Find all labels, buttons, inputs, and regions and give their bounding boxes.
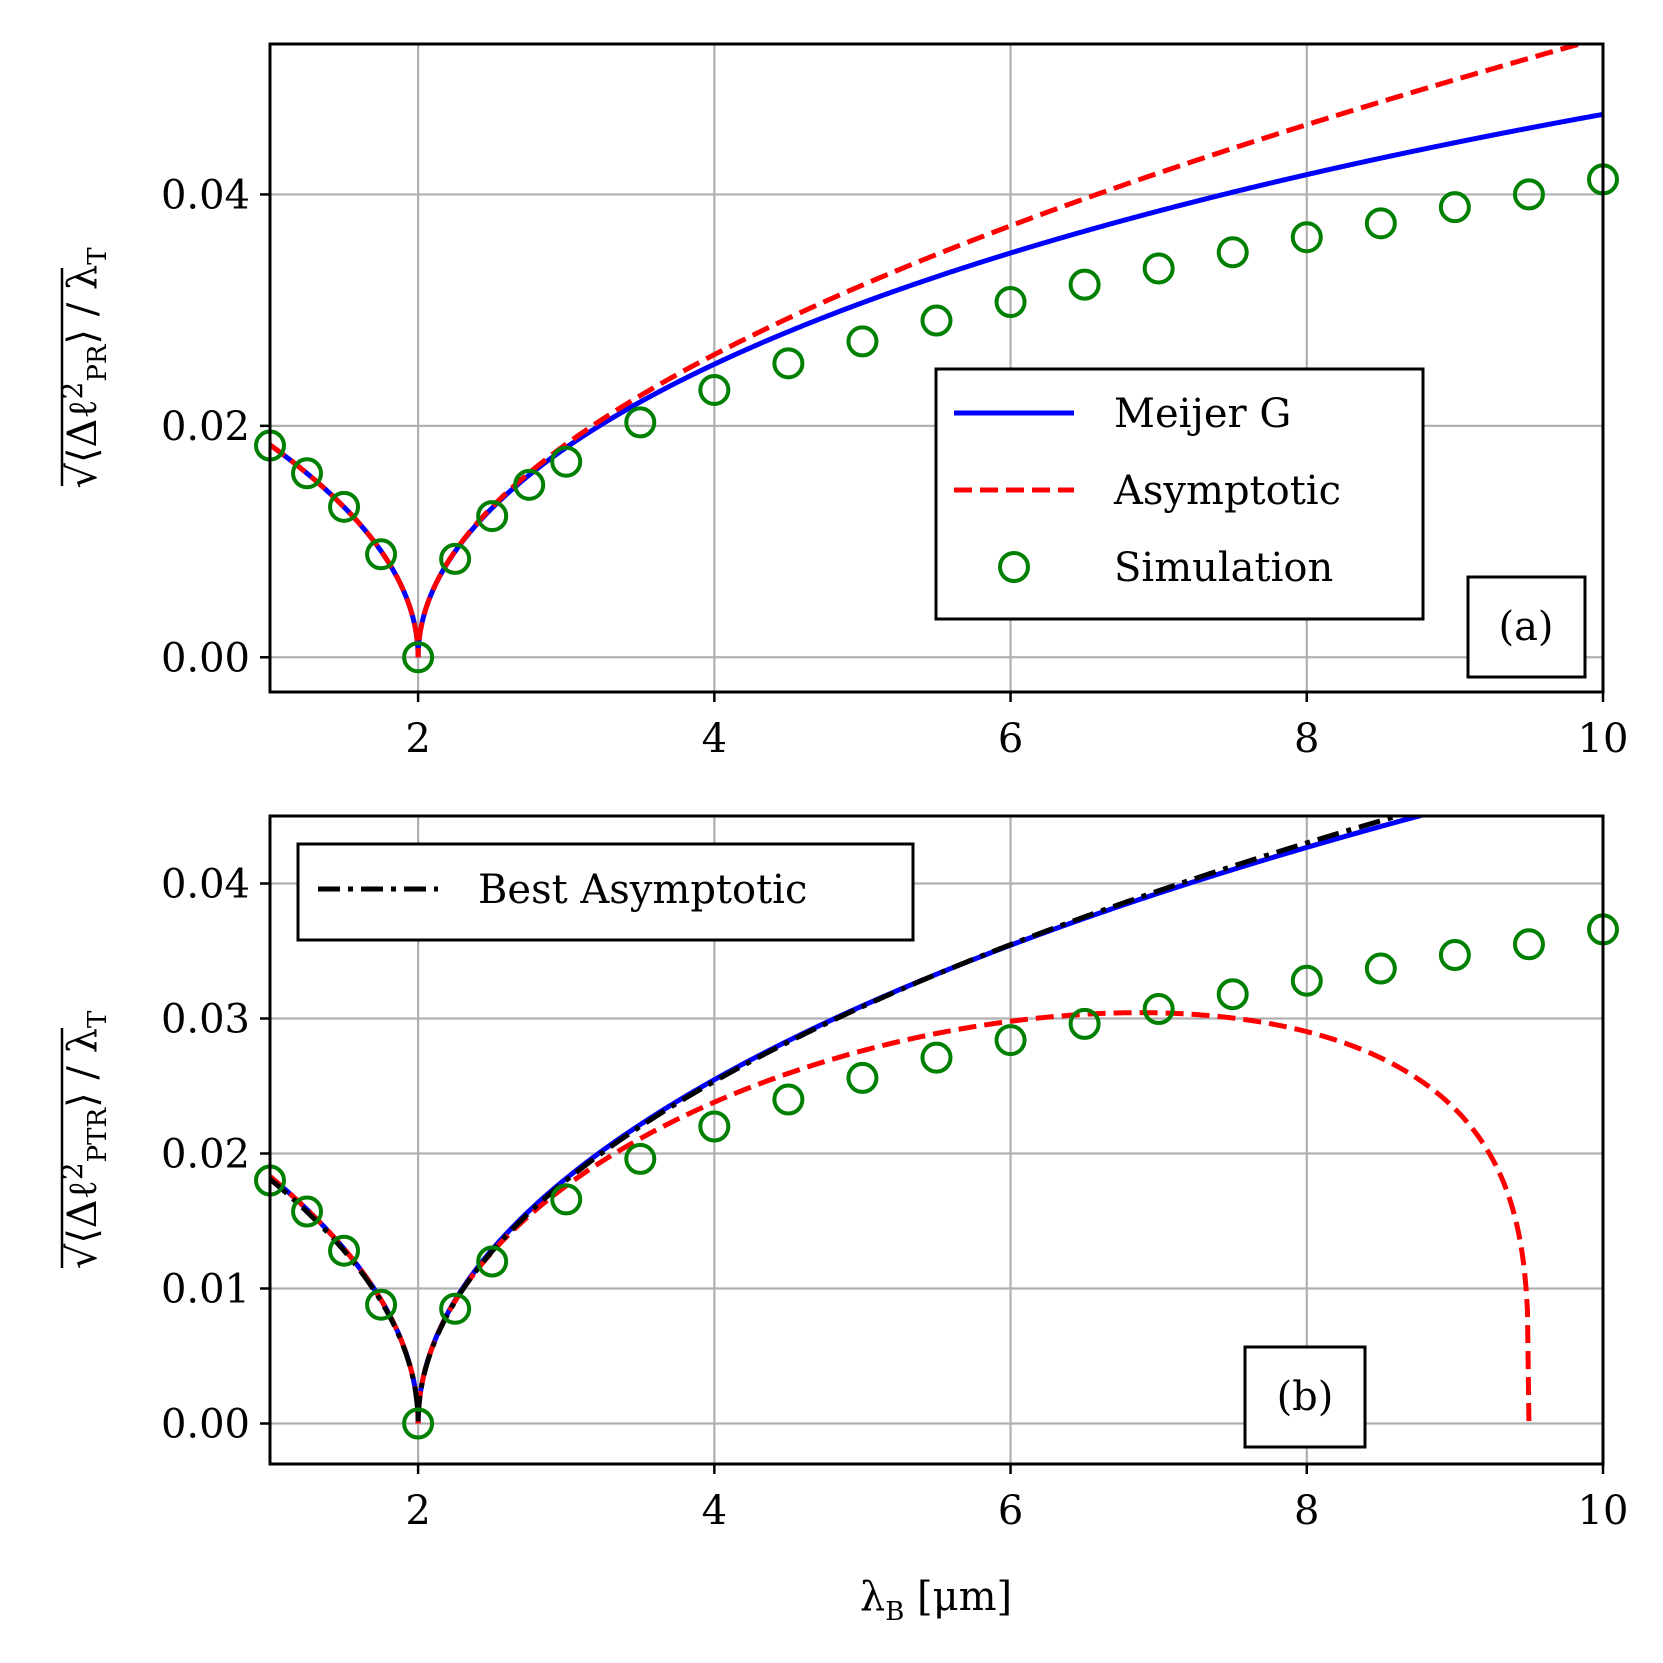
panel-b: 2 4 6 8 10 0.00 0.01 0.02 0.03 0.04 √⟨Δℓ2PTR⟩ / λ… [56, 814, 1629, 1627]
simulation-point [476, 1245, 509, 1278]
legend-label-simulation: Simulation [1114, 545, 1333, 591]
simulation-point [1290, 964, 1323, 997]
simulation-point [1364, 207, 1397, 240]
simulation-point [772, 1083, 805, 1116]
simulation-point [1438, 939, 1471, 972]
x-tick-label: 10 [1578, 1488, 1629, 1534]
tick-labels-b: 2 4 6 8 10 0.00 0.01 0.02 0.03 0.04 [161, 862, 1629, 1535]
y-tick-label: 0.00 [161, 1402, 250, 1448]
simulation-point [328, 1234, 361, 1267]
simulation-point [1290, 221, 1323, 254]
panel-tag-b: (b) [1243, 1345, 1367, 1449]
plot-frame-b [268, 814, 1605, 1466]
legend-a: Meijer G Asymptotic Simulation [934, 367, 1425, 621]
simulation-markers-a [254, 163, 1619, 674]
y-tick-label: 0.02 [161, 404, 250, 450]
simulation-point [846, 325, 879, 358]
simulation-point [1438, 191, 1471, 224]
simulation-point [1068, 1007, 1101, 1040]
simulation-point [439, 1292, 472, 1325]
simulation-point [994, 286, 1027, 319]
asymptotic-line [270, 44, 1589, 658]
legend-label-meijer-g: Meijer G [1114, 391, 1291, 437]
simulation-point [402, 641, 435, 674]
simulation-point [365, 1288, 398, 1321]
simulation-point [291, 457, 324, 490]
legend-label-best-asymptotic: Best Asymptotic [478, 867, 807, 913]
svg-text:(a): (a) [1498, 604, 1553, 650]
simulation-markers-b [254, 913, 1619, 1440]
x-tick-label: 10 [1578, 716, 1629, 762]
y-axis-label-b: √⟨Δℓ2PTR⟩ / λT [56, 1010, 113, 1269]
simulation-point [439, 542, 472, 575]
simulation-point [291, 1195, 324, 1228]
svg-text:√⟨Δℓ2PTR⟩ / λT: √⟨Δℓ2PTR⟩ / λT [56, 1010, 113, 1269]
legend-label-asymptotic: Asymptotic [1113, 468, 1341, 514]
simulation-point [1216, 236, 1249, 269]
simulation-point [1068, 268, 1101, 301]
x-tick-label: 6 [998, 1488, 1023, 1534]
x-tick-label: 2 [405, 716, 430, 762]
simulation-point [1142, 252, 1175, 285]
y-tick-label: 0.02 [161, 1132, 250, 1178]
simulation-point [994, 1024, 1027, 1057]
simulation-point [920, 304, 953, 337]
simulation-point [513, 468, 546, 501]
simulation-point [550, 445, 583, 478]
x-tick-label: 6 [998, 716, 1023, 762]
legend-b: Best Asymptotic [296, 842, 915, 942]
simulation-point [772, 347, 805, 380]
simulation-point [328, 490, 361, 523]
y-tick-label: 0.04 [161, 862, 250, 908]
simulation-point [365, 538, 398, 571]
y-axis-label-a: √⟨Δℓ2PR⟩ / λT [56, 247, 113, 489]
panel-tag-a: (a) [1466, 575, 1587, 679]
tick-labels-a: 2 4 6 8 10 0.00 0.02 0.04 [161, 172, 1629, 762]
simulation-point [476, 500, 509, 533]
x-tick-label: 2 [405, 1488, 430, 1534]
y-tick-label: 0.03 [161, 997, 250, 1043]
simulation-point [1216, 978, 1249, 1011]
plot-frame-a [268, 42, 1605, 694]
legend-swatch-simulation [998, 551, 1030, 583]
simulation-point [698, 1110, 731, 1143]
x-tick-label: 4 [702, 716, 727, 762]
simulation-point [1142, 993, 1175, 1026]
x-tick-label: 8 [1294, 716, 1319, 762]
simulation-point [402, 1407, 435, 1440]
y-tick-label: 0.01 [161, 1267, 250, 1313]
y-tick-label: 0.00 [161, 635, 250, 681]
simulation-point [550, 1183, 583, 1216]
legend-box-b [296, 842, 915, 942]
simulation-point [1512, 178, 1545, 211]
simulation-point [624, 406, 657, 439]
simulation-point [846, 1061, 879, 1094]
simulation-point [624, 1142, 657, 1175]
simulation-point [1364, 952, 1397, 985]
x-tick-label: 8 [1294, 1488, 1319, 1534]
simulation-point [698, 373, 731, 406]
simulation-point [1512, 928, 1545, 961]
svg-text:(b): (b) [1277, 1374, 1334, 1420]
simulation-point [920, 1041, 953, 1074]
svg-text:√⟨Δℓ2PR⟩ / λT: √⟨Δℓ2PR⟩ / λT [56, 247, 113, 489]
x-axis-label: λB [μm] [860, 1574, 1012, 1627]
panel-a: 2 4 6 8 10 0.00 0.02 0.04 √⟨Δℓ2PR⟩ / λT Meijer … [56, 42, 1629, 762]
y-tick-label: 0.04 [161, 172, 250, 218]
x-tick-label: 4 [702, 1488, 727, 1534]
